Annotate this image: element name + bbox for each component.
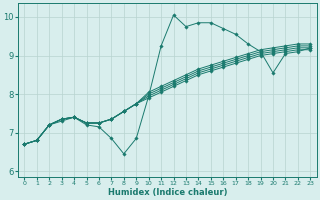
- X-axis label: Humidex (Indice chaleur): Humidex (Indice chaleur): [108, 188, 227, 197]
